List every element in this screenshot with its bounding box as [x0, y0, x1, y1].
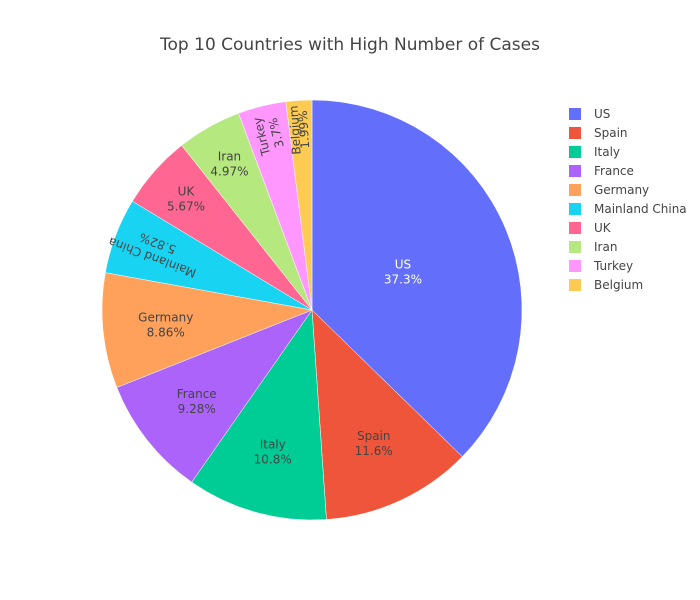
legend-swatch [569, 108, 581, 120]
slice-label-percent: 9.28% [178, 402, 216, 416]
legend-swatch [569, 241, 581, 253]
slice-label-name: Italy [260, 437, 286, 451]
legend-label: US [594, 107, 610, 121]
slice-label-name: US [395, 257, 411, 271]
legend-item-mainland-china[interactable]: Mainland China [569, 202, 687, 216]
slice-label-percent: 10.8% [254, 452, 292, 466]
legend-swatch [569, 222, 581, 234]
slice-label-percent: 5.67% [167, 200, 205, 214]
slice-label-uk: UK5.67% [167, 185, 205, 214]
slice-label-name: Iran [218, 149, 241, 163]
legend-item-us[interactable]: US [569, 107, 610, 121]
slice-label-name: Belgium [287, 105, 304, 155]
legend-swatch [569, 260, 581, 272]
legend-label: France [594, 164, 634, 178]
legend-swatch [569, 203, 581, 215]
legend-item-italy[interactable]: Italy [569, 145, 620, 159]
slice-label-name: Spain [357, 429, 391, 443]
pie-slice-spain[interactable] [311, 309, 463, 520]
legend-item-germany[interactable]: Germany [569, 183, 649, 197]
legend-item-iran[interactable]: Iran [569, 240, 617, 254]
legend-label: Mainland China [594, 202, 687, 216]
legend-swatch [569, 127, 581, 139]
legend-swatch [569, 146, 581, 158]
legend-swatch [569, 184, 581, 196]
pie-slice-belgium[interactable] [285, 99, 313, 311]
legend-label: Belgium [594, 278, 643, 292]
legend-label: Spain [594, 126, 628, 140]
pie-slice-italy[interactable] [191, 309, 327, 521]
slice-label-percent: 1.99% [296, 110, 312, 149]
slice-label-percent: 4.97% [210, 164, 248, 178]
slice-label-percent: 37.3% [384, 272, 422, 286]
chart-title: Top 10 Countries with High Number of Cas… [159, 35, 540, 55]
legend-label: Germany [594, 183, 649, 197]
slice-label-percent: 8.86% [147, 325, 185, 339]
pie-slice-france[interactable] [116, 309, 313, 483]
slice-label-name: Germany [138, 310, 193, 324]
legend-item-spain[interactable]: Spain [569, 126, 628, 140]
legend-label: Iran [594, 240, 617, 254]
pie-slice-us[interactable] [311, 99, 523, 458]
legend-swatch [569, 165, 581, 177]
legend-swatch [569, 279, 581, 291]
legend-item-france[interactable]: France [569, 164, 634, 178]
legend: US Spain Italy France Germany Mainland China U… [569, 107, 687, 292]
slice-label-name: France [177, 387, 217, 401]
legend-item-turkey[interactable]: Turkey [569, 259, 633, 273]
legend-item-belgium[interactable]: Belgium [569, 278, 643, 292]
pie-slice-germany[interactable] [101, 272, 313, 388]
slice-label-percent: 11.6% [355, 444, 393, 458]
pie-slices [101, 99, 523, 521]
legend-item-uk[interactable]: UK [569, 221, 612, 235]
legend-label: Italy [594, 145, 620, 159]
legend-label: Turkey [593, 259, 633, 273]
legend-label: UK [594, 221, 612, 235]
slice-label-name: UK [178, 185, 196, 199]
